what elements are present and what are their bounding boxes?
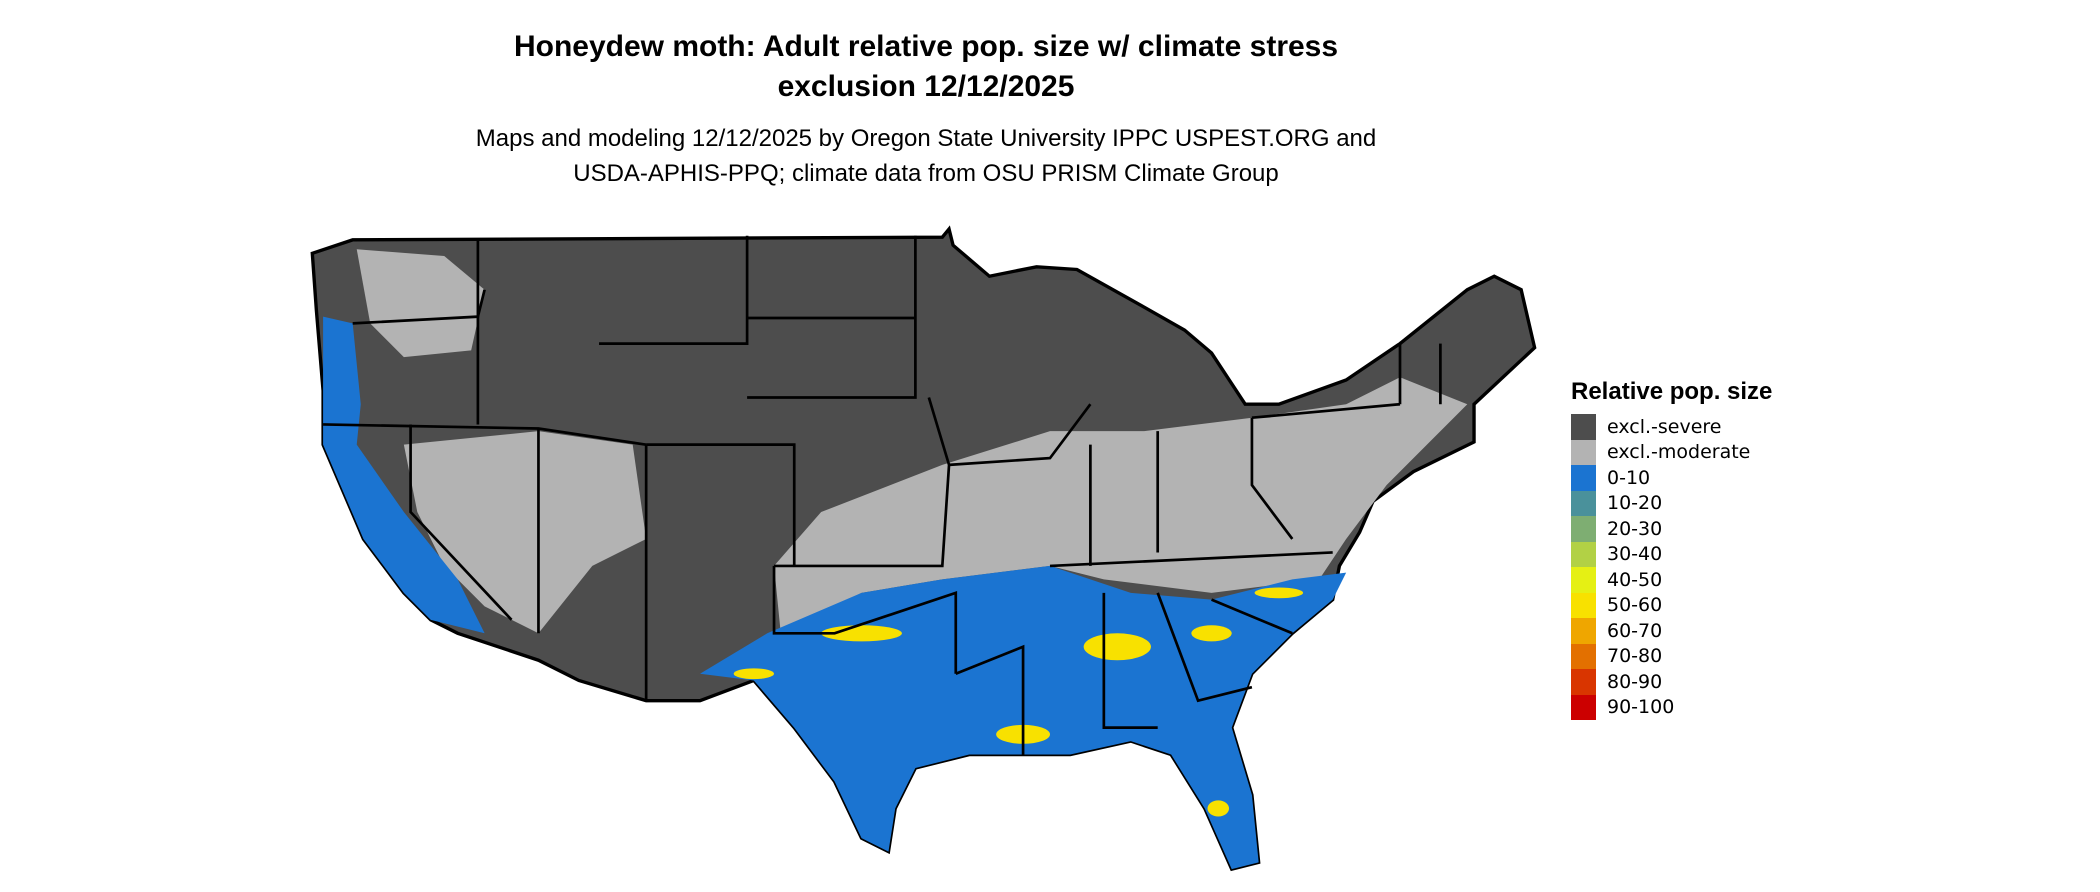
- legend-label: excl.-severe: [1607, 415, 1722, 438]
- legend-label: 40-50: [1607, 568, 1663, 591]
- map-title-line2: exclusion 12/12/2025: [777, 70, 1075, 103]
- legend-item: 50-60: [1571, 592, 1772, 618]
- legend-label: 70-80: [1607, 645, 1663, 668]
- legend-swatch: [1571, 541, 1596, 567]
- map-title-line1: Honeydew moth: Adult relative pop. size …: [513, 30, 1339, 63]
- legend-item: 0-10: [1571, 465, 1772, 491]
- legend-label: 60-70: [1607, 619, 1663, 642]
- legend-swatch: [1571, 439, 1596, 465]
- legend-label: 90-100: [1607, 696, 1675, 719]
- legend-item: 10-20: [1571, 490, 1772, 516]
- map-subtitle-line2: USDA-APHIS-PPQ; climate data from OSU PR…: [573, 160, 1279, 187]
- legend-swatch: [1571, 516, 1596, 542]
- legend-swatch: [1571, 567, 1596, 593]
- legend-label: 10-20: [1607, 492, 1663, 515]
- excl-moderate-nw: [356, 249, 485, 358]
- legend-swatch: [1571, 643, 1596, 669]
- map-subtitle-line1: Maps and modeling 12/12/2025 by Oregon S…: [475, 125, 1377, 152]
- state-borders: [323, 235, 1442, 755]
- legend-item: 20-30: [1571, 516, 1772, 542]
- legend-label: 80-90: [1607, 670, 1663, 693]
- legend-title: Relative pop. size: [1571, 378, 1773, 405]
- legend-items: excl.-severe excl.-moderate 0-10 10-20 20-30…: [1571, 414, 1772, 720]
- excl-moderate-west: [403, 431, 647, 634]
- legend: Relative pop. size excl.-severe excl.-mod…: [1571, 378, 1772, 720]
- legend-swatch: [1571, 465, 1596, 491]
- legend-swatch: [1571, 694, 1596, 720]
- low-pop-west-coast: [323, 316, 485, 634]
- legend-swatch: [1571, 490, 1596, 516]
- legend-label: excl.-moderate: [1607, 441, 1751, 464]
- legend-label: 0-10: [1607, 466, 1651, 489]
- legend-item: 70-80: [1571, 643, 1772, 669]
- legend-swatch: [1571, 592, 1596, 618]
- legend-item: 30-40: [1571, 541, 1772, 567]
- legend-swatch: [1571, 618, 1596, 644]
- legend-label: 50-60: [1607, 594, 1663, 617]
- legend-item: 40-50: [1571, 567, 1772, 593]
- legend-item: 90-100: [1571, 694, 1772, 720]
- legend-swatch: [1571, 414, 1596, 440]
- legend-item: excl.-severe: [1571, 414, 1772, 440]
- excl-moderate-region: [774, 377, 1468, 634]
- legend-label: 30-40: [1607, 543, 1663, 566]
- legend-item: 60-70: [1571, 618, 1772, 644]
- legend-item: excl.-moderate: [1571, 439, 1772, 465]
- legend-swatch: [1571, 669, 1596, 695]
- legend-label: 20-30: [1607, 517, 1663, 540]
- legend-item: 80-90: [1571, 669, 1772, 695]
